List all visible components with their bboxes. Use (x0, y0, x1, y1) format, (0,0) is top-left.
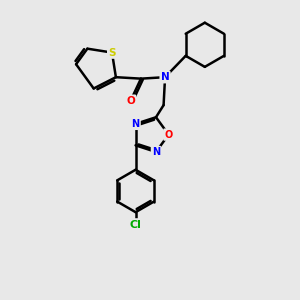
Text: S: S (108, 48, 116, 58)
Text: N: N (152, 147, 160, 157)
Text: N: N (161, 72, 170, 82)
Text: O: O (164, 130, 173, 140)
Text: Cl: Cl (130, 220, 142, 230)
Text: O: O (126, 96, 135, 106)
Text: N: N (131, 119, 140, 129)
